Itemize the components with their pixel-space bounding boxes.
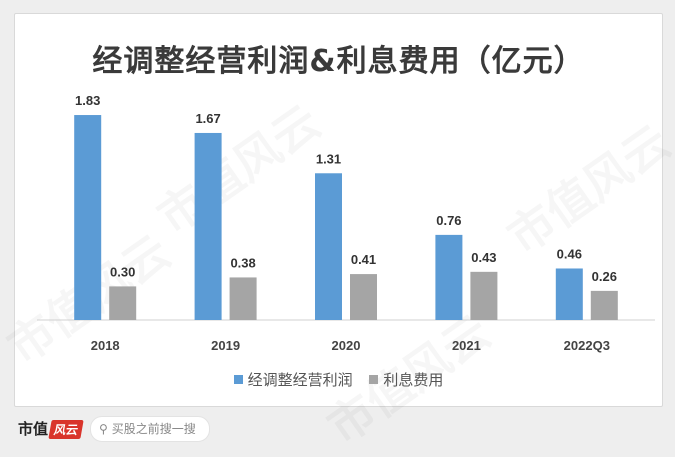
bar-operating-profit-2019 — [194, 132, 222, 320]
x-tick-label: 2021 — [452, 338, 481, 353]
data-label: 0.41 — [351, 252, 376, 267]
bar-operating-profit-2022Q3 — [555, 268, 583, 320]
bar-interest-expense-2021 — [470, 271, 498, 320]
legend-swatch-gray — [369, 375, 379, 384]
chart-title: 经调整经营利润&利息费用（亿元） — [92, 44, 585, 79]
legend-item-interest-expense: 利息费用 — [369, 369, 443, 390]
legend-swatch-blue — [233, 375, 243, 384]
x-tick-label: 2019 — [211, 338, 240, 353]
data-label: 0.43 — [471, 250, 496, 265]
legend-label: 经调整经营利润 — [247, 371, 353, 389]
bar-interest-expense-2022Q3 — [590, 290, 618, 320]
legend-item-operating-profit: 经调整经营利润 — [233, 369, 353, 390]
search-placeholder: 买股之前搜一搜 — [111, 422, 196, 436]
x-tick-label: 2018 — [91, 338, 120, 353]
search-icon: ⚲ — [99, 422, 108, 436]
bar-operating-profit-2018 — [74, 115, 102, 320]
bar-operating-profit-2020 — [315, 173, 342, 320]
logo-text: 市值 — [18, 420, 49, 438]
legend: 经调整经营利润 利息费用 — [15, 369, 662, 390]
x-tick-label: 2020 — [332, 338, 361, 353]
bar-interest-expense-2019 — [229, 277, 257, 320]
legend-label: 利息费用 — [383, 371, 444, 389]
data-label: 0.26 — [592, 269, 617, 284]
data-label: 1.67 — [195, 111, 220, 126]
data-label: 0.30 — [110, 264, 135, 279]
x-tick-label: 2022Q3 — [564, 338, 610, 353]
search-box[interactable]: ⚲ 买股之前搜一搜 — [90, 416, 210, 442]
data-label: 1.31 — [316, 151, 341, 166]
data-label: 0.76 — [436, 213, 461, 228]
brand-logo[interactable]: 市值 风云 — [18, 418, 84, 439]
bar-operating-profit-2021 — [435, 234, 463, 320]
data-label: 0.38 — [230, 255, 255, 270]
bar-interest-expense-2018 — [109, 286, 137, 320]
data-label: 1.83 — [75, 93, 100, 108]
logo-mark: 风云 — [48, 420, 84, 439]
bar-interest-expense-2020 — [350, 274, 377, 320]
bar-chart: 1.83 0.30 2018 1.67 0.38 2019 1.31 0.41 2020 0.76… — [37, 93, 655, 353]
data-label: 0.46 — [557, 246, 582, 261]
